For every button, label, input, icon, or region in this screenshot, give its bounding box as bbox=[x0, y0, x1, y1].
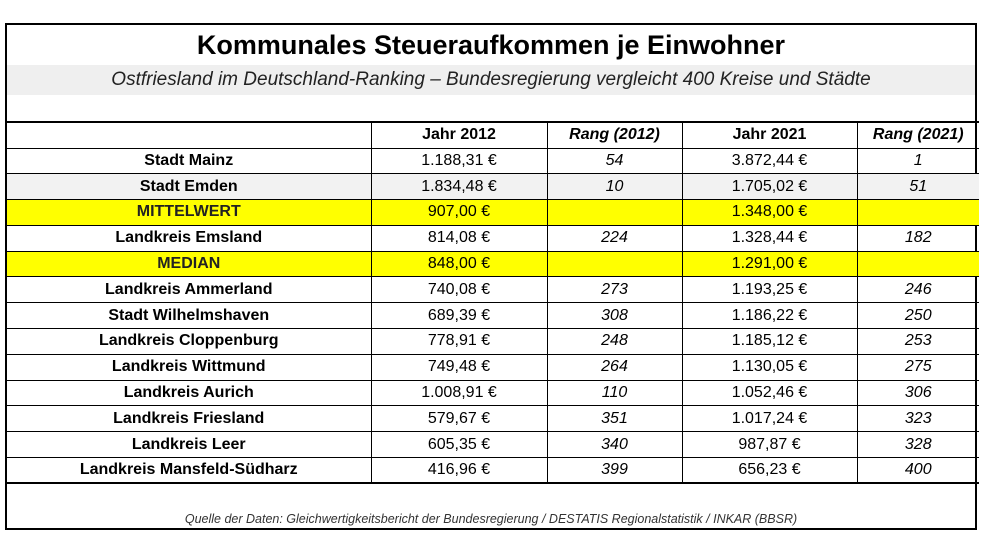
cell-value-2012: 814,08 € bbox=[370, 224, 548, 252]
cell-value-2021: 656,23 € bbox=[681, 457, 858, 484]
cell-value-2021: 1.705,02 € bbox=[681, 173, 858, 201]
data-table: Jahr 2012 Rang (2012) Jahr 2021 Rang (20… bbox=[7, 121, 979, 485]
cell-value-2012: 1.008,91 € bbox=[370, 379, 548, 407]
cell-rank-2012: 110 bbox=[546, 379, 683, 407]
cell-rank-2021 bbox=[856, 250, 979, 278]
cell-value-2021: 1.130,05 € bbox=[681, 353, 858, 381]
column-header-name bbox=[7, 121, 372, 149]
table-row: Landkreis Friesland 579,67 €351 1.017,24 €… bbox=[7, 405, 979, 433]
cell-rank-2021: 246 bbox=[856, 276, 979, 304]
table-row: Landkreis Aurich 1.008,91 €110 1.052,46 €3… bbox=[7, 379, 979, 407]
cell-value-2012: 907,00 € bbox=[370, 199, 548, 226]
table-row: Stadt Mainz 1.188,31 €54 3.872,44 €1 bbox=[7, 147, 979, 175]
cell-name: Landkreis Ammerland bbox=[7, 276, 372, 304]
table-row: Landkreis Mansfeld-Südharz 416,96 €399 656… bbox=[7, 457, 979, 484]
cell-rank-2012: 54 bbox=[546, 147, 683, 175]
cell-value-2021: 1.017,24 € bbox=[681, 405, 858, 433]
cell-name: Landkreis Emsland bbox=[7, 224, 372, 252]
cell-value-2012: 579,67 € bbox=[370, 405, 548, 433]
cell-name: Stadt Mainz bbox=[7, 147, 372, 175]
cell-value-2021: 1.193,25 € bbox=[681, 276, 858, 304]
table-row: Landkreis Wittmund 749,48 €264 1.130,05 €2… bbox=[7, 353, 979, 381]
cell-rank-2021: 275 bbox=[856, 353, 979, 381]
cell-rank-2021: 253 bbox=[856, 328, 979, 355]
cell-value-2012: 689,39 € bbox=[370, 302, 548, 330]
source-note: Quelle der Daten: Gleichwertigkeitsberic… bbox=[184, 512, 798, 527]
cell-rank-2012: 264 bbox=[546, 353, 683, 381]
cell-value-2012: 416,96 € bbox=[370, 457, 548, 484]
cell-name: Stadt Emden bbox=[7, 173, 372, 201]
table-row: Stadt Emden 1.834,48 €10 1.705,02 €51 bbox=[7, 173, 979, 201]
cell-value-2021: 1.052,46 € bbox=[681, 379, 858, 407]
column-header-rang-2021: Rang (2021) bbox=[856, 121, 979, 149]
cell-value-2021: 1.291,00 € bbox=[681, 250, 858, 278]
cell-rank-2021: 51 bbox=[856, 173, 979, 201]
cell-rank-2012 bbox=[546, 199, 683, 226]
cell-value-2012: 749,48 € bbox=[370, 353, 548, 381]
table-body: Stadt Mainz 1.188,31 €54 3.872,44 €1 Stadt … bbox=[7, 147, 979, 484]
cell-value-2021: 3.872,44 € bbox=[681, 147, 858, 175]
spacer bbox=[7, 95, 975, 121]
cell-value-2021: 1.185,12 € bbox=[681, 328, 858, 355]
cell-rank-2012: 351 bbox=[546, 405, 683, 433]
cell-rank-2012 bbox=[546, 250, 683, 278]
cell-rank-2012: 248 bbox=[546, 328, 683, 355]
cell-name: MEDIAN bbox=[7, 250, 372, 278]
cell-value-2012: 1.834,48 € bbox=[370, 173, 548, 201]
cell-value-2021: 1.186,22 € bbox=[681, 302, 858, 330]
column-header-jahr-2021: Jahr 2021 bbox=[681, 121, 858, 149]
cell-name: MITTELWERT bbox=[7, 199, 372, 226]
cell-rank-2012: 224 bbox=[546, 224, 683, 252]
cell-value-2012: 1.188,31 € bbox=[370, 147, 548, 175]
table-frame: Kommunales Steueraufkommen je Einwohner … bbox=[5, 23, 979, 530]
cell-rank-2012: 10 bbox=[546, 173, 683, 201]
table-row: MITTELWERT 907,00 € 1.348,00 € bbox=[7, 199, 979, 226]
chart-subtitle: Ostfriesland im Deutschland-Ranking – Bu… bbox=[7, 65, 975, 95]
cell-name: Landkreis Friesland bbox=[7, 405, 372, 433]
table-row: Landkreis Cloppenburg 778,91 €248 1.185,12… bbox=[7, 328, 979, 355]
cell-value-2021: 1.328,44 € bbox=[681, 224, 858, 252]
cell-rank-2012: 399 bbox=[546, 457, 683, 484]
cell-value-2012: 848,00 € bbox=[370, 250, 548, 278]
column-header-jahr-2012: Jahr 2012 bbox=[370, 121, 548, 149]
cell-name: Stadt Wilhelmshaven bbox=[7, 302, 372, 330]
cell-rank-2012: 308 bbox=[546, 302, 683, 330]
cell-rank-2021: 182 bbox=[856, 224, 979, 252]
cell-rank-2021: 306 bbox=[856, 379, 979, 407]
cell-name: Landkreis Aurich bbox=[7, 379, 372, 407]
cell-rank-2021: 400 bbox=[856, 457, 979, 484]
cell-rank-2012: 340 bbox=[546, 431, 683, 459]
cell-value-2012: 778,91 € bbox=[370, 328, 548, 355]
cell-name: Landkreis Mansfeld-Südharz bbox=[7, 457, 372, 484]
column-header-rang-2012: Rang (2012) bbox=[546, 121, 683, 149]
table-row: Stadt Wilhelmshaven 689,39 €308 1.186,22 €… bbox=[7, 302, 979, 330]
cell-value-2012: 740,08 € bbox=[370, 276, 548, 304]
header-row: Jahr 2012 Rang (2012) Jahr 2021 Rang (20… bbox=[7, 121, 979, 149]
cell-rank-2021: 323 bbox=[856, 405, 979, 433]
cell-rank-2021: 328 bbox=[856, 431, 979, 459]
table-row: Landkreis Leer 605,35 €340 987,87 €328 bbox=[7, 431, 979, 459]
chart-title: Kommunales Steueraufkommen je Einwohner bbox=[196, 30, 786, 60]
cell-rank-2021: 1 bbox=[856, 147, 979, 175]
cell-name: Landkreis Cloppenburg bbox=[7, 328, 372, 355]
table-row: Landkreis Emsland 814,08 €224 1.328,44 €18… bbox=[7, 224, 979, 252]
cell-rank-2012: 273 bbox=[546, 276, 683, 304]
cell-rank-2021: 250 bbox=[856, 302, 979, 330]
cell-rank-2021 bbox=[856, 199, 979, 226]
cell-name: Landkreis Leer bbox=[7, 431, 372, 459]
cell-name: Landkreis Wittmund bbox=[7, 353, 372, 381]
cell-value-2021: 1.348,00 € bbox=[681, 199, 858, 226]
table-row: Landkreis Ammerland 740,08 €273 1.193,25 €… bbox=[7, 276, 979, 304]
cell-value-2021: 987,87 € bbox=[681, 431, 858, 459]
table-row: MEDIAN 848,00 € 1.291,00 € bbox=[7, 250, 979, 278]
cell-value-2012: 605,35 € bbox=[370, 431, 548, 459]
